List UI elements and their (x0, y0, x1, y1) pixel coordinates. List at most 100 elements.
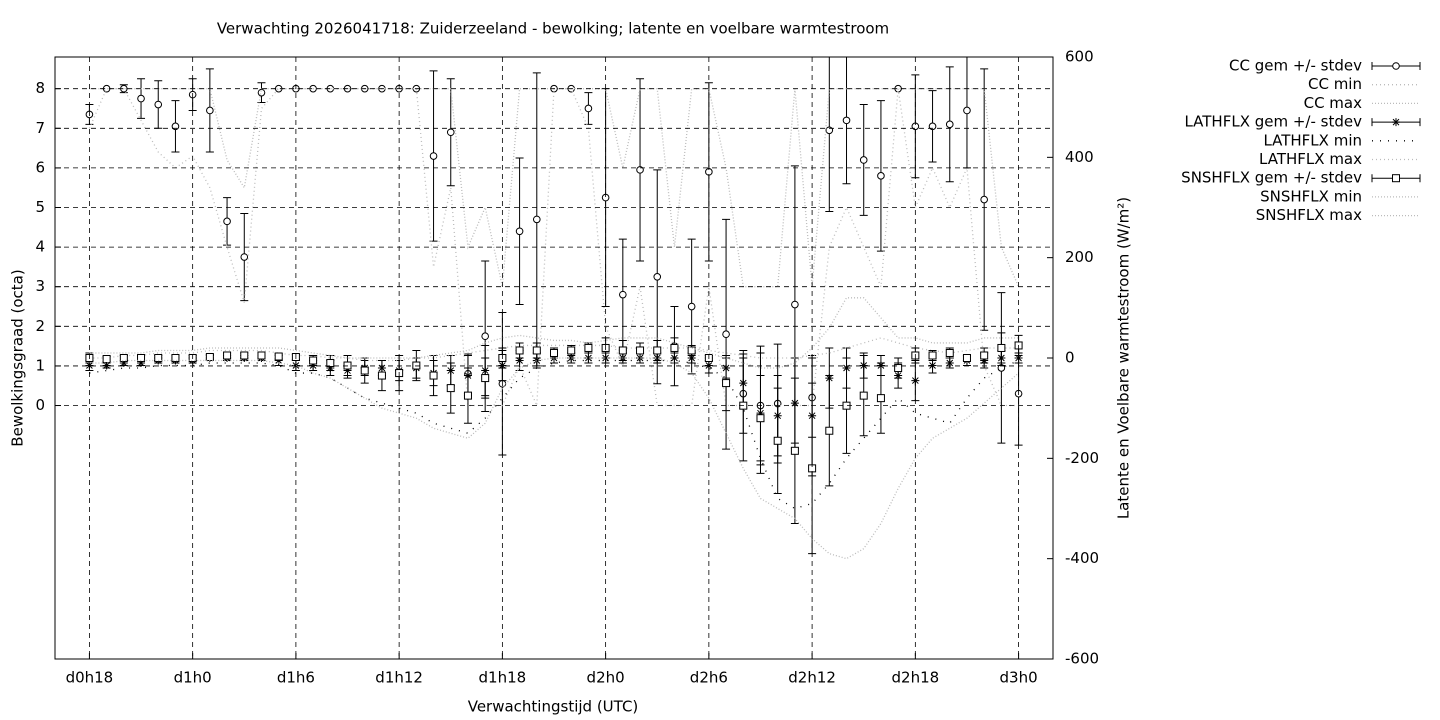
y2-axis-label: Latente en Voelbare warmtestroom (W/m²) (1115, 197, 1133, 519)
marker (240, 351, 249, 360)
marker (859, 156, 868, 164)
legend-label: LATHFLX gem +/- stdev (1184, 113, 1362, 131)
marker (876, 394, 885, 403)
y-axis-label: Bewolkingsgraad (octa) (9, 269, 27, 446)
marker (102, 361, 111, 370)
marker (429, 152, 438, 160)
line (89, 297, 1019, 369)
marker (756, 414, 765, 423)
marker (567, 346, 576, 355)
y-tick-label: 0 (35, 396, 45, 414)
marker (205, 352, 214, 361)
line (89, 357, 1020, 560)
marker (980, 195, 988, 204)
marker (154, 100, 163, 109)
marker (963, 106, 971, 115)
y-tick-label: 3 (35, 277, 45, 295)
legend-label: CC min (1308, 75, 1362, 93)
marker (928, 351, 937, 360)
legend-label: LATHFLX min (1263, 131, 1362, 149)
marker (240, 253, 249, 261)
marker (653, 273, 662, 281)
marker (206, 106, 214, 115)
marker (859, 391, 868, 400)
y-tick-label: 8 (35, 79, 45, 97)
marker (119, 359, 128, 368)
marker (377, 371, 386, 380)
marker (515, 356, 524, 365)
legend-label: SNSHFLX max (1256, 206, 1362, 224)
x-axis-label: Verwachtingstijd (UTC) (468, 698, 639, 716)
y2-tick-label: 600 (1065, 48, 1094, 66)
marker (687, 346, 696, 355)
marker (567, 354, 576, 362)
legend-label: LATHFLX max (1259, 150, 1362, 168)
marker (429, 371, 438, 380)
marker (619, 290, 627, 299)
marker (584, 354, 593, 362)
marker (446, 128, 455, 137)
y-tick-label: 6 (35, 158, 45, 176)
x-tick-label: d0h18 (66, 669, 114, 687)
marker (687, 354, 696, 362)
marker (274, 352, 283, 361)
marker (274, 356, 283, 365)
x-tick-label: d2h6 (690, 669, 728, 687)
marker (584, 343, 593, 352)
marker (670, 343, 679, 352)
x-tick-label: d2h0 (587, 669, 625, 687)
x-tick-label: d1h12 (375, 669, 423, 687)
marker (137, 359, 146, 368)
marker (842, 116, 851, 125)
marker (945, 120, 954, 129)
marker (584, 104, 593, 113)
marker (326, 359, 335, 368)
marker (257, 88, 266, 97)
marker (515, 346, 524, 355)
legend-label: CC gem +/- stdev (1229, 57, 1362, 75)
x-tick-label: d1h0 (174, 669, 212, 687)
marker (481, 332, 489, 341)
marker (945, 359, 954, 368)
y2-tick-label: -400 (1065, 549, 1099, 567)
marker (257, 351, 266, 360)
marker (532, 215, 541, 224)
marker (687, 302, 696, 311)
legend-label: SNSHFLX min (1260, 187, 1362, 205)
marker (653, 346, 662, 355)
marker (550, 348, 558, 357)
y2-tick-label: 200 (1065, 248, 1094, 266)
y2-tick-label: -600 (1065, 650, 1099, 668)
marker (154, 354, 163, 362)
marker (636, 346, 645, 355)
marker (825, 426, 834, 435)
marker (171, 354, 180, 362)
x-tick-label: d2h18 (892, 669, 940, 687)
marker (360, 366, 369, 375)
marker (722, 330, 730, 339)
legend-label: SNSHFLX gem +/- stdev (1181, 169, 1362, 187)
marker (532, 346, 541, 355)
marker (618, 346, 627, 355)
marker (791, 300, 799, 309)
marker (446, 384, 455, 393)
marker (722, 379, 731, 388)
marker (515, 227, 524, 236)
marker (481, 374, 490, 383)
marker (223, 351, 232, 360)
legend-marker (1392, 118, 1400, 127)
y-tick-label: 4 (35, 238, 45, 256)
marker (463, 391, 472, 400)
marker (790, 446, 799, 455)
legend-marker (1392, 174, 1400, 183)
marker (997, 343, 1006, 352)
y2-tick-label: -200 (1065, 449, 1099, 467)
y2-tick-label: 400 (1065, 148, 1094, 166)
marker (894, 364, 903, 373)
legend-label: CC max (1304, 94, 1363, 112)
y-tick-label: 1 (35, 356, 45, 374)
marker (137, 94, 145, 103)
marker (945, 348, 954, 357)
